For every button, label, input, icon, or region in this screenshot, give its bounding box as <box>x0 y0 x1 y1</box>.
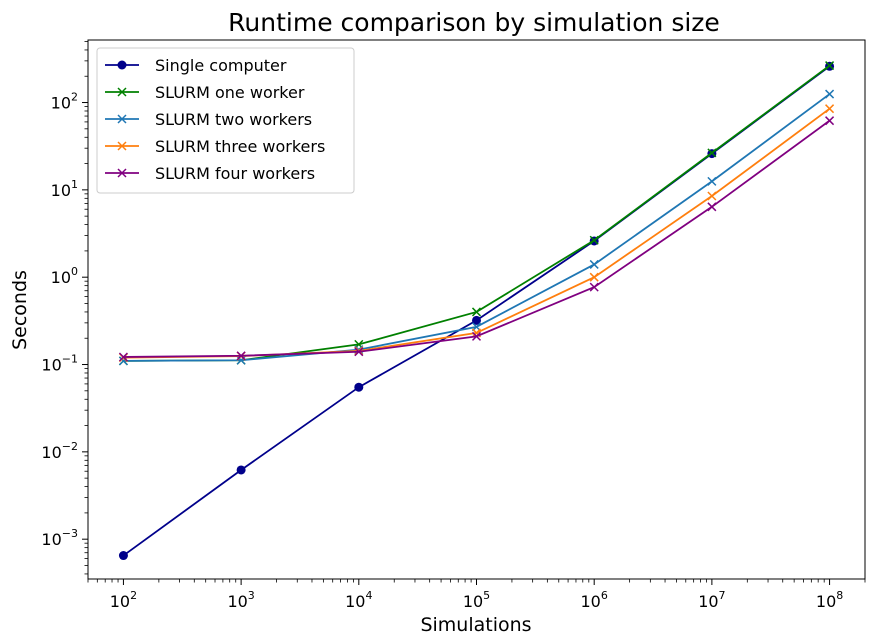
data-point <box>707 148 717 158</box>
y-axis: 10−3 10−2 10−1 100 101 102 <box>41 41 88 575</box>
data-point <box>589 272 599 282</box>
legend-marker <box>117 141 127 151</box>
x-tick-label: 103 <box>227 589 254 611</box>
x-tick-label: 106 <box>581 589 608 611</box>
legend: Single computer SLURM one worker SLURM two… <box>96 47 355 194</box>
x-axis-label: Simulations <box>420 614 531 636</box>
plot-area <box>118 61 835 561</box>
x-tick-label: 104 <box>345 589 372 611</box>
data-point <box>472 315 481 325</box>
y-tick-label: 10−1 <box>41 353 78 375</box>
x-tick-label: 105 <box>463 589 490 611</box>
data-point <box>825 61 835 71</box>
data-point <box>236 351 246 361</box>
x-tick-label: 108 <box>816 589 843 611</box>
data-point <box>707 202 717 212</box>
data-point <box>471 331 482 341</box>
y-axis-label: Seconds <box>9 270 31 350</box>
chart-title: Runtime comparison by simulation size <box>228 8 720 37</box>
legend-item: SLURM three workers <box>105 137 325 156</box>
data-point <box>354 347 364 357</box>
y-tick-label: 102 <box>51 91 78 113</box>
data-point <box>825 104 835 114</box>
legend-marker <box>117 87 127 97</box>
data-point <box>707 176 717 186</box>
legend-label: SLURM three workers <box>155 137 325 156</box>
data-point <box>354 382 364 392</box>
legend-label: Single computer <box>155 56 287 75</box>
data-point <box>118 352 128 362</box>
legend-label: SLURM two workers <box>155 110 312 129</box>
x-tick-label: 107 <box>698 589 725 611</box>
legend-box <box>96 47 355 194</box>
data-point <box>589 259 599 269</box>
data-point <box>589 235 599 245</box>
y-tick-label: 101 <box>51 178 78 200</box>
data-point <box>589 282 599 292</box>
y-tick-label: 10−2 <box>41 440 78 462</box>
legend-item: SLURM two workers <box>105 110 312 129</box>
x-tick-label: 102 <box>110 589 137 611</box>
legend-label: SLURM one worker <box>155 83 305 102</box>
data-point <box>825 89 835 99</box>
data-point <box>236 465 246 475</box>
data-point <box>118 551 128 561</box>
data-point <box>471 307 482 317</box>
legend-label: SLURM four workers <box>155 164 315 183</box>
y-tick-label: 100 <box>51 265 78 287</box>
legend-marker <box>117 60 127 70</box>
legend-item: Single computer <box>105 56 287 75</box>
x-axis: 102 103 104 105 106 107 108 <box>87 579 866 611</box>
data-point <box>825 116 835 126</box>
legend-item: SLURM one worker <box>105 83 305 102</box>
y-tick-label: 10−3 <box>41 527 78 549</box>
legend-marker <box>117 168 127 178</box>
data-point <box>707 191 717 201</box>
series-5 <box>118 116 835 362</box>
legend-marker <box>117 114 127 124</box>
legend-item: SLURM four workers <box>105 164 315 183</box>
